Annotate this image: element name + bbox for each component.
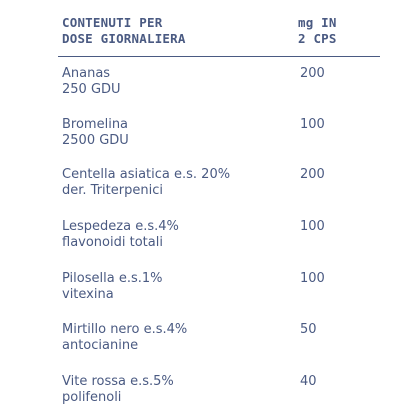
ingredient-name: Mirtillo nero e.s.4% antocianine xyxy=(62,322,290,354)
ingredient-line1: Centella asiatica e.s. 20% xyxy=(62,167,231,182)
ingredient-line2: 2500 GDU xyxy=(62,133,129,148)
ingredient-line1: Ananas xyxy=(62,66,111,81)
header-contents-line1: CONTENUTI PER xyxy=(62,15,163,30)
table-row-ananas: Ananas 250 GDU 200 xyxy=(0,66,416,106)
table-row-lespedeza: Lespedeza e.s.4% flavonoidi totali 100 xyxy=(0,219,416,259)
ingredient-amount: 100 xyxy=(300,117,325,132)
ingredient-line1: Lespedeza e.s.4% xyxy=(62,219,179,234)
column-header-contents: CONTENUTI PER DOSE GIORNALIERA xyxy=(62,15,282,47)
ingredient-line1: Bromelina xyxy=(62,117,129,132)
ingredient-amount: 200 xyxy=(300,66,325,81)
ingredient-name: Centella asiatica e.s. 20% der. Triterpe… xyxy=(62,167,290,199)
header-amount-line1: mg IN xyxy=(298,15,337,30)
ingredient-line2: flavonoidi totali xyxy=(62,235,163,250)
header-contents-line2: DOSE GIORNALIERA xyxy=(62,31,186,46)
ingredient-line2: vitexina xyxy=(62,287,114,302)
ingredient-name: Ananas 250 GDU xyxy=(62,66,290,98)
header-divider xyxy=(58,56,380,57)
ingredient-line1: Pilosella e.s.1% xyxy=(62,271,163,286)
table-row-mirtillo: Mirtillo nero e.s.4% antocianine 50 xyxy=(0,322,416,362)
ingredient-line1: Mirtillo nero e.s.4% xyxy=(62,322,188,337)
column-header-amount: mg IN 2 CPS xyxy=(298,15,378,47)
ingredient-line2: antocianine xyxy=(62,338,139,353)
ingredient-amount: 50 xyxy=(300,322,317,337)
table-row-centella: Centella asiatica e.s. 20% der. Triterpe… xyxy=(0,167,416,207)
table-row-pilosella: Pilosella e.s.1% vitexina 100 xyxy=(0,271,416,311)
ingredient-amount: 100 xyxy=(300,271,325,286)
ingredient-line2: 250 GDU xyxy=(62,82,121,97)
ingredient-line2: der. Triterpenici xyxy=(62,183,163,198)
ingredient-name: Bromelina 2500 GDU xyxy=(62,117,290,149)
table-row-vite-rossa: Vite rossa e.s.5% polifenoli 40 xyxy=(0,374,416,414)
ingredient-amount: 40 xyxy=(300,374,317,389)
ingredient-name: Pilosella e.s.1% vitexina xyxy=(62,271,290,303)
ingredient-amount: 200 xyxy=(300,167,325,182)
ingredient-line1: Vite rossa e.s.5% xyxy=(62,374,174,389)
ingredient-name: Lespedeza e.s.4% flavonoidi totali xyxy=(62,219,290,251)
ingredient-amount: 100 xyxy=(300,219,325,234)
header-amount-line2: 2 CPS xyxy=(298,31,337,46)
table-row-bromelina: Bromelina 2500 GDU 100 xyxy=(0,117,416,157)
ingredient-line2: polifenoli xyxy=(62,390,122,405)
ingredient-name: Vite rossa e.s.5% polifenoli xyxy=(62,374,290,406)
